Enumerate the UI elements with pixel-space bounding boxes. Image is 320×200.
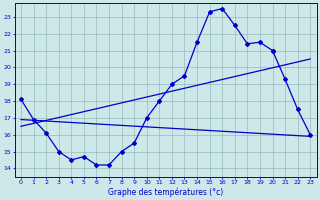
X-axis label: Graphe des températures (°c): Graphe des températures (°c) (108, 187, 223, 197)
